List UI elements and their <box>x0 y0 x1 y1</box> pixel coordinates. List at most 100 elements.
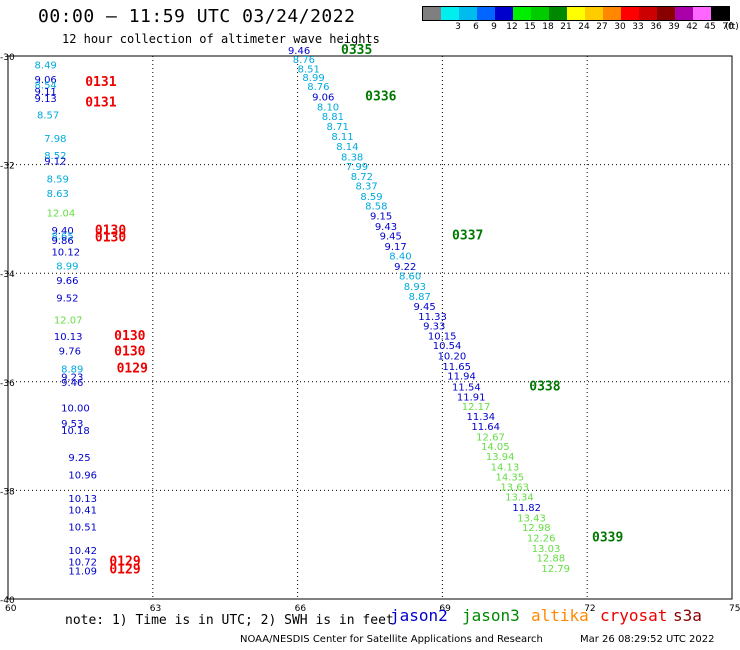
wave-height-value: 8.49 <box>35 60 57 71</box>
wave-height-value: 10.42 <box>68 546 97 557</box>
wave-height-value: 12.17 <box>462 402 491 413</box>
wave-height-value: 14.13 <box>491 462 520 473</box>
legend-label: 27 <box>596 22 608 32</box>
wave-height-value: 9.43 <box>375 222 397 233</box>
west-track: 8.49 9.068.549.119.13 8.57 7.98 8.529.12 8.59… <box>35 60 148 577</box>
wave-height-value: 13.63 <box>500 482 529 493</box>
wave-height-value: 9.06 <box>312 93 334 104</box>
wave-height-value: 13.94 <box>486 452 515 463</box>
generated-timestamp: Mar 26 08:29:52 UTC 2022 <box>580 634 715 645</box>
map-title: 00:00 – 11:59 UTC 03/24/2022 <box>38 6 356 27</box>
legend-swatches <box>422 6 730 21</box>
wave-height-value: 10.96 <box>68 470 97 481</box>
wave-height-value: 10.13 <box>68 494 97 505</box>
wave-height-value: 10.12 <box>51 247 80 258</box>
pass-time-label: 0129 <box>109 554 140 569</box>
wave-height-value: 8.10 <box>317 102 339 113</box>
wave-height-value: 9.17 <box>384 242 406 253</box>
lon-tick-label: 69 <box>439 604 451 614</box>
wave-height-value: 9.46 <box>61 378 83 389</box>
pass-time-label: 0337 <box>452 229 483 244</box>
legend-swatch <box>711 7 729 20</box>
wave-height-value: 11.33 <box>418 312 447 323</box>
wave-height-value: 10.13 <box>54 332 83 343</box>
legend-swatch <box>657 7 675 20</box>
wave-height-value: 11.65 <box>442 362 471 373</box>
wave-height-value: 10.15 <box>428 331 457 342</box>
wave-height-value: 14.05 <box>481 442 510 453</box>
wave-height-value: 8.11 <box>331 132 353 143</box>
footer-note: note: 1) Time is in UTC; 2) SWH is in fe… <box>65 613 394 628</box>
satellite-name-s3a: s3a <box>673 606 702 625</box>
legend-label: 33 <box>632 22 644 32</box>
legend-label: 6 <box>473 22 479 32</box>
wave-height-value: 13.03 <box>532 544 561 555</box>
lat-tick-label: -40 <box>0 596 15 606</box>
credit-text: NOAA/NESDIS Center for Satellite Applica… <box>240 634 543 645</box>
wave-height-value: 11.91 <box>457 392 486 403</box>
map-subtitle: 12 hour collection of altimeter wave hei… <box>62 32 380 46</box>
lat-tick-label: -34 <box>0 270 15 280</box>
wave-height-value: 14.35 <box>495 473 524 484</box>
wave-height-value: 8.54 <box>35 81 57 92</box>
wave-height-value: 8.51 <box>298 64 320 75</box>
legend-swatch <box>639 7 657 20</box>
wave-height-value: 11.64 <box>471 422 500 433</box>
legend-swatch <box>531 7 549 20</box>
wave-height-value: 8.59 <box>47 175 69 186</box>
wave-height-value: 9.33 <box>423 322 445 333</box>
axis-ticks: 60 63 66 69 72 75 -30 -32 -34 -36 -38 -40 <box>0 53 740 614</box>
legend-swatch <box>603 7 621 20</box>
pass-time-label: 0130 <box>95 231 126 246</box>
wave-height-value: 10.20 <box>438 352 467 363</box>
wave-height-value: 9.23 <box>61 373 83 384</box>
wave-height-value: 8.99 <box>302 73 324 84</box>
wave-height-value: 9.25 <box>68 453 90 464</box>
wave-height-value: 12.98 <box>522 523 551 534</box>
wave-height-value: 9.40 <box>51 226 73 237</box>
wave-height-value: 8.89 <box>61 365 83 376</box>
pass-time-label: 0131 <box>85 95 116 110</box>
satellite-name-jason3: jason3 <box>462 606 520 625</box>
legend-swatch <box>441 7 459 20</box>
wave-height-value: 7.98 <box>44 134 66 145</box>
legend-swatch <box>621 7 639 20</box>
wave-height-value: 7.99 <box>346 162 368 173</box>
lon-tick-label: 60 <box>5 604 17 614</box>
legend-label: 30 <box>614 22 626 32</box>
wave-height-value: 11.09 <box>68 567 97 578</box>
legend-label: 15 <box>524 22 536 32</box>
legend-label: 36 <box>650 22 662 32</box>
legend-swatch <box>459 7 477 20</box>
pass-time-label: 0336 <box>365 90 396 105</box>
legend-label: 70 <box>722 22 734 32</box>
wave-height-value: 12.88 <box>537 554 566 565</box>
legend-swatch <box>423 7 441 20</box>
pass-time-label: 0335 <box>341 43 372 58</box>
wave-height-value: 11.34 <box>467 412 496 423</box>
wave-height-value: 9.45 <box>413 302 435 313</box>
satellite-name-jason2: jason2 <box>390 606 448 625</box>
wave-height-value: 13.34 <box>505 493 534 504</box>
map-border <box>7 55 733 600</box>
legend-label: 45 <box>704 22 716 32</box>
wave-height-value: 9.45 <box>380 232 402 243</box>
legend-swatch <box>477 7 495 20</box>
legend-swatch <box>513 7 531 20</box>
pass-time-label: 0129 <box>109 562 140 577</box>
wave-height-value: 8.14 <box>336 142 358 153</box>
wave-height-value: 8.65 <box>51 232 73 243</box>
data-marks: 8.499.068.549.119.138.577.988.529.128.59… <box>35 43 624 578</box>
wave-height-value: 8.40 <box>389 252 411 263</box>
wave-height-value: 8.52 <box>44 151 66 162</box>
wave-height-value: 10.18 <box>61 426 90 437</box>
wave-height-value: 9.52 <box>56 293 78 304</box>
wave-height-value: 12.07 <box>54 316 83 327</box>
legend-label: 12 <box>506 22 518 32</box>
legend-swatch <box>675 7 693 20</box>
lat-tick-label: -38 <box>0 487 15 497</box>
wave-height-value: 8.38 <box>341 152 363 163</box>
pass-time-label: 0130 <box>114 329 145 344</box>
wave-height-value: 11.54 <box>452 382 481 393</box>
